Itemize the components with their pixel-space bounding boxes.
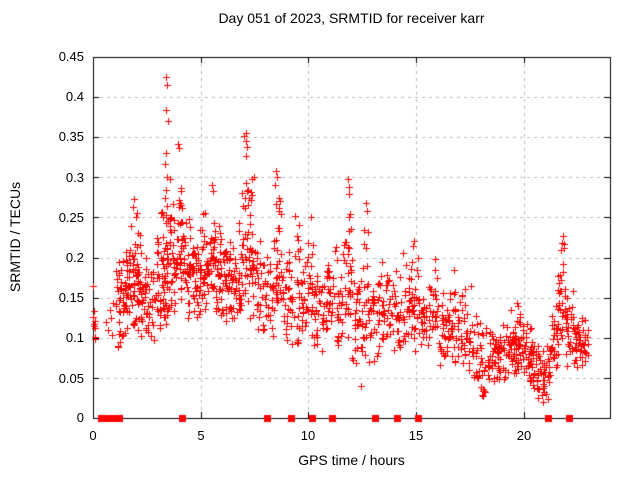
y-tick-label: 0.2 (65, 250, 84, 265)
x-tick-label: 5 (197, 428, 205, 443)
y-tick-label: 0.1 (65, 330, 84, 345)
chart-title: Day 051 of 2023, SRMTID for receiver kar… (218, 10, 485, 26)
y-tick-label: 0.45 (58, 49, 84, 64)
y-axis-title: SRMTID / TECUs (7, 181, 23, 293)
x-tick-label: 15 (408, 428, 424, 443)
x-tick-label: 10 (300, 428, 316, 443)
x-tick-label: 20 (516, 428, 532, 443)
y-tick-label: 0.15 (58, 290, 84, 305)
y-tick-label: 0.25 (58, 210, 84, 225)
x-tick-label: 0 (89, 428, 97, 443)
y-tick-label: 0.4 (65, 89, 84, 104)
y-tick-label: 0.05 (58, 371, 84, 386)
y-tick-label: 0.35 (58, 129, 84, 144)
y-tick-label: 0 (76, 410, 84, 425)
x-axis-title: GPS time / hours (298, 452, 405, 468)
y-tick-label: 0.3 (65, 170, 84, 185)
